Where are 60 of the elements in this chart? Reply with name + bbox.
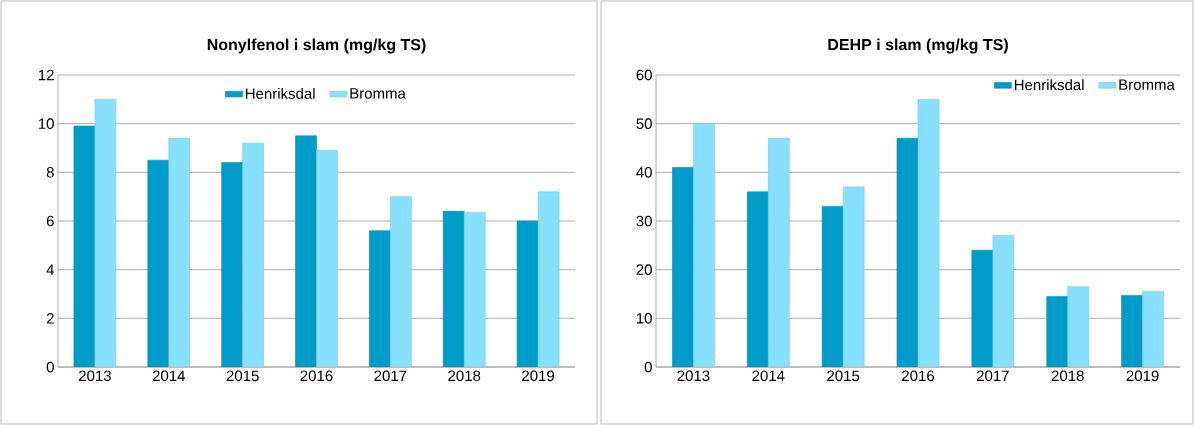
x-tick-label: 2019 [1126, 370, 1159, 382]
chart-title: DEHP i slam (mg/kg TS) [828, 38, 1008, 54]
x-tick-label: 2019 [522, 370, 555, 382]
bar [390, 196, 412, 367]
y-tick-label: 0 [644, 361, 652, 373]
legend-label: Henriksdal [245, 87, 315, 99]
y-tick-label: 30 [636, 215, 652, 227]
y-tick-label: 6 [46, 215, 54, 227]
y-tick-label: 60 [636, 69, 652, 81]
x-tick-label: 2014 [752, 370, 785, 382]
x-tick-label: 2017 [374, 370, 407, 382]
bar [442, 210, 465, 367]
bar [221, 162, 243, 367]
y-tick-label: 8 [46, 167, 54, 178]
bar [369, 230, 391, 367]
bar [168, 137, 191, 367]
bar [316, 150, 338, 367]
x-tick-label: 2014 [152, 370, 186, 382]
bar [94, 99, 117, 367]
x-tick-label: 2016 [902, 370, 935, 382]
y-tick-label: 20 [636, 264, 652, 275]
legend-label: Bromma [1119, 79, 1175, 90]
x-tick-label: 2013 [79, 370, 111, 382]
chart-title: Nonylfenol i slam (mg/kg TS) [207, 38, 426, 54]
bar [1067, 286, 1090, 367]
bar [821, 206, 844, 367]
y-tick-label: 12 [38, 69, 54, 81]
x-tick-label: 2013 [677, 370, 710, 382]
legend-label: Henriksdal [1014, 79, 1084, 91]
bar [1142, 291, 1164, 367]
x-tick-label: 2018 [448, 370, 481, 382]
x-tick-label: 2018 [1051, 370, 1084, 382]
y-tick-label: 2 [46, 313, 54, 324]
bar [992, 235, 1015, 367]
y-tick-label: 4 [46, 264, 55, 275]
bar [1046, 296, 1069, 367]
legend-label: Bromma [350, 88, 406, 99]
bar [746, 191, 769, 367]
y-tick-label: 40 [636, 167, 652, 178]
bar [767, 137, 790, 367]
y-tick-label: 10 [636, 313, 652, 324]
bar [917, 99, 940, 367]
x-tick-label: 2017 [976, 370, 1009, 382]
y-tick-label: 0 [46, 361, 54, 373]
bar [1121, 295, 1143, 367]
bar [537, 191, 560, 367]
bar [73, 125, 96, 367]
bar [693, 123, 715, 367]
x-tick-label: 2015 [226, 370, 259, 382]
x-tick-label: 2015 [827, 370, 860, 382]
bar [463, 212, 486, 367]
bar [147, 159, 170, 367]
y-tick-label: 50 [636, 118, 652, 129]
x-tick-label: 2016 [300, 370, 333, 382]
bar [295, 135, 317, 367]
bar [242, 142, 264, 367]
bar [842, 186, 865, 367]
y-tick-label: 10 [38, 118, 54, 129]
bar [672, 167, 694, 367]
bar [896, 137, 919, 367]
